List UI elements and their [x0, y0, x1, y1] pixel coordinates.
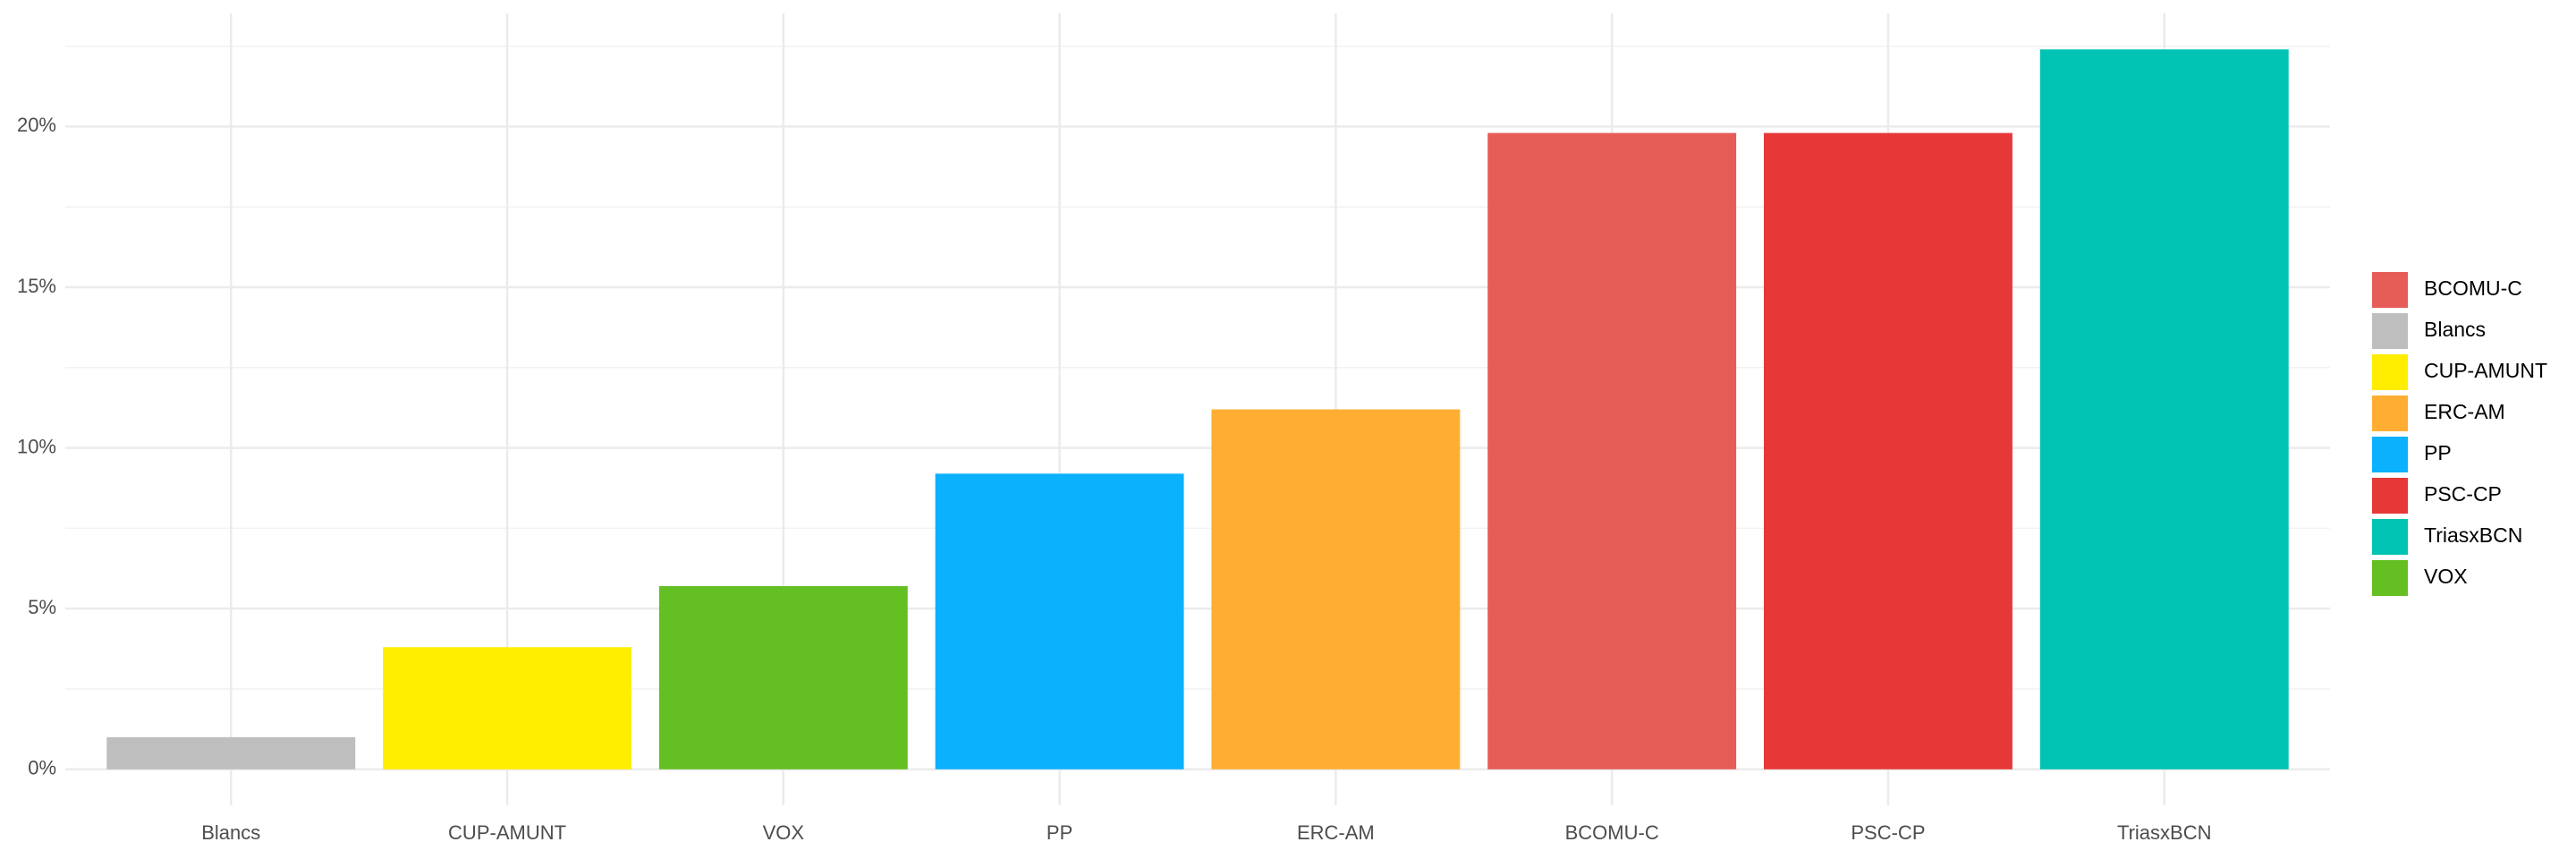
legend-text: CUP-AMUNT	[2424, 359, 2547, 382]
legend-text: VOX	[2424, 565, 2468, 588]
y-tick-label: 20%	[17, 114, 56, 136]
legend-key	[2370, 311, 2410, 351]
legend-text: Blancs	[2424, 318, 2486, 341]
legend-key	[2370, 558, 2410, 598]
legend-key	[2370, 517, 2410, 557]
x-tick-label: VOX	[763, 821, 805, 844]
legend-key	[2370, 353, 2410, 392]
bar	[106, 736, 356, 770]
bar	[1211, 409, 1461, 770]
bar	[935, 473, 1184, 770]
legend-text: PSC-CP	[2424, 482, 2502, 506]
x-tick-label: PP	[1046, 821, 1072, 844]
y-tick-label: 5%	[28, 596, 56, 618]
bar	[2039, 49, 2289, 770]
legend-key	[2370, 476, 2410, 515]
legend-text: BCOMU-C	[2424, 276, 2522, 300]
y-tick-label: 10%	[17, 435, 56, 457]
y-tick-label: 0%	[28, 757, 56, 779]
legend-text: ERC-AM	[2424, 400, 2505, 423]
legend-key	[2370, 270, 2410, 310]
bar	[383, 647, 631, 770]
bar	[658, 586, 908, 770]
x-tick-label: CUP-AMUNT	[448, 821, 566, 844]
x-tick-label: BCOMU-C	[1565, 821, 1659, 844]
bar	[1764, 132, 2012, 770]
legend-key	[2370, 435, 2410, 474]
x-tick-label: ERC-AM	[1297, 821, 1375, 844]
bar	[1487, 132, 1737, 770]
x-tick-label: PSC-CP	[1851, 821, 1925, 844]
legend-key	[2370, 394, 2410, 433]
y-tick-label: 15%	[17, 275, 56, 297]
legend-text: PP	[2424, 441, 2452, 464]
x-tick-label: Blancs	[201, 821, 260, 844]
x-tick-label: TriasxBCN	[2117, 821, 2212, 844]
legend-text: TriasxBCN	[2424, 523, 2522, 547]
